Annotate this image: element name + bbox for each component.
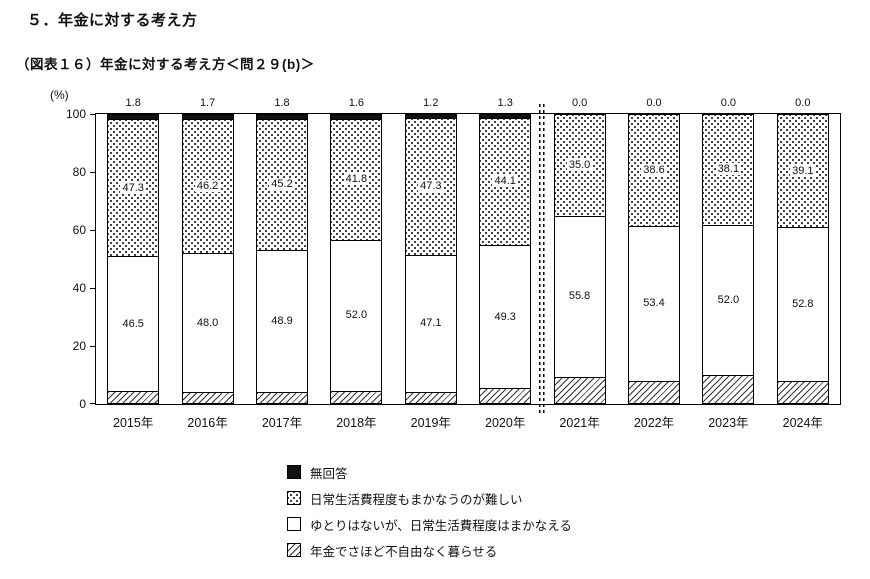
x-axis-label: 2018年 xyxy=(336,416,377,430)
figure-caption: （図表１６）年金に対する考え方＜問２９(b)＞ xyxy=(16,57,315,72)
no-answer-value-label: 1.8 xyxy=(274,97,290,109)
segment-value-label: 45.2 xyxy=(269,178,295,191)
no-answer-value-label: 0.0 xyxy=(720,97,737,109)
segment-value-label: 44.1 xyxy=(492,175,518,188)
no-answer-value-label: 0.0 xyxy=(571,97,588,109)
no-answer-value-label: 1.2 xyxy=(423,97,439,109)
segment-value-label: 41.8 xyxy=(343,173,370,186)
no-answer-value-label: 1.8 xyxy=(125,97,141,109)
y-axis-tick-mark xyxy=(90,287,96,289)
legend-item: ゆとりはないが、日常生活費程度はまかなえる xyxy=(287,511,572,537)
bar-segment xyxy=(628,380,680,404)
bar-segment xyxy=(479,388,532,404)
segment-value-label: 49.3 xyxy=(492,310,518,323)
chart-legend: 無回答日常生活費程度もまかなうのが難しいゆとりはないが、日常生活費程度はまかなえ… xyxy=(287,459,572,563)
segment-value-label: 48.9 xyxy=(269,314,295,327)
x-axis-label: 2023年 xyxy=(708,416,749,430)
x-axis-label: 2022年 xyxy=(633,416,675,430)
bar-segment xyxy=(330,390,383,404)
x-axis-label: 2024年 xyxy=(782,416,823,430)
y-axis-tick-label: 60 xyxy=(72,223,86,237)
segment-value-label: 39.1 xyxy=(790,164,816,177)
bar-segment xyxy=(256,391,308,404)
bar-segment xyxy=(181,114,234,121)
segment-value-label: 48.0 xyxy=(194,316,221,329)
y-axis-tick-label: 20 xyxy=(72,339,86,353)
segment-value-label: 53.4 xyxy=(641,297,667,310)
bar-segment xyxy=(702,375,755,404)
legend-item: 年金でさほど不自由なく暮らせる xyxy=(287,537,572,563)
legend-label: 年金でさほど不自由なく暮らせる xyxy=(310,544,498,559)
x-axis-label: 2019年 xyxy=(410,416,451,430)
segment-value-label: 52.8 xyxy=(790,297,816,310)
legend-label: 日常生活費程度もまかなうのが難しい xyxy=(310,492,523,507)
y-axis-tick-mark xyxy=(90,403,96,404)
y-axis-tick-mark xyxy=(90,114,96,115)
bar-segment xyxy=(553,377,606,404)
legend-item: 日常生活費程度もまかなうのが難しい xyxy=(287,485,572,511)
bar-segment xyxy=(628,225,680,382)
x-axis-label: 2017年 xyxy=(261,416,303,430)
y-axis-tick-label: 0 xyxy=(79,397,86,411)
segment-value-label: 46.2 xyxy=(194,180,221,193)
section-title: ５．年金に対する考え方 xyxy=(27,12,198,29)
y-axis-tick-mark xyxy=(90,229,96,231)
no-answer-value-label: 1.6 xyxy=(348,97,365,109)
segment-value-label: 52.0 xyxy=(343,309,370,322)
y-axis-tick-label: 80 xyxy=(72,165,86,179)
bar-segment xyxy=(404,114,457,119)
bar-segment xyxy=(330,114,383,120)
y-axis-tick-label: 40 xyxy=(72,281,86,295)
period-break-divider xyxy=(539,104,546,416)
segment-value-label: 52.0 xyxy=(715,293,742,306)
x-axis-label: 2015年 xyxy=(113,416,154,430)
x-axis-label: 2020年 xyxy=(485,416,526,430)
legend-swatch xyxy=(287,491,301,505)
no-answer-value-label: 0.0 xyxy=(795,97,811,109)
bar-segment xyxy=(107,391,160,404)
bar-segment xyxy=(776,227,829,382)
no-answer-value-label: 1.3 xyxy=(497,97,513,109)
segment-value-label: 38.6 xyxy=(641,163,667,176)
segment-value-label: 47.3 xyxy=(120,181,146,194)
bar-segment xyxy=(181,392,234,404)
x-axis-label: 2016年 xyxy=(187,416,228,430)
legend-swatch xyxy=(287,543,301,557)
legend-label: ゆとりはないが、日常生活費程度はまかなえる xyxy=(310,518,572,533)
no-answer-value-label: 1.7 xyxy=(199,97,216,109)
x-axis-label: 2021年 xyxy=(559,416,600,430)
bar-segment xyxy=(256,113,308,120)
y-axis-tick-mark xyxy=(90,171,96,173)
segment-value-label: 47.1 xyxy=(418,317,444,330)
bar-segment xyxy=(479,113,532,119)
bar-segment xyxy=(404,391,457,404)
legend-swatch xyxy=(287,517,301,531)
segment-value-label: 38.1 xyxy=(715,163,742,176)
segment-value-label: 35.0 xyxy=(566,158,593,171)
y-axis-tick-mark xyxy=(90,345,96,347)
segment-value-label: 55.8 xyxy=(566,290,593,303)
bar-segment xyxy=(107,114,160,121)
y-axis-unit-label: (%) xyxy=(50,88,69,102)
plot-area: (%)0204060801002015年1.84.446.547.32016年1… xyxy=(50,88,841,430)
y-axis-tick-label: 100 xyxy=(65,107,86,121)
legend-item: 無回答 xyxy=(287,459,572,485)
no-answer-value-label: 0.0 xyxy=(646,97,662,109)
segment-value-label: 46.5 xyxy=(120,317,146,330)
segment-value-label: 47.3 xyxy=(418,180,444,193)
legend-swatch xyxy=(287,465,301,479)
legend-label: 無回答 xyxy=(310,466,348,481)
bar-segment xyxy=(776,380,829,404)
